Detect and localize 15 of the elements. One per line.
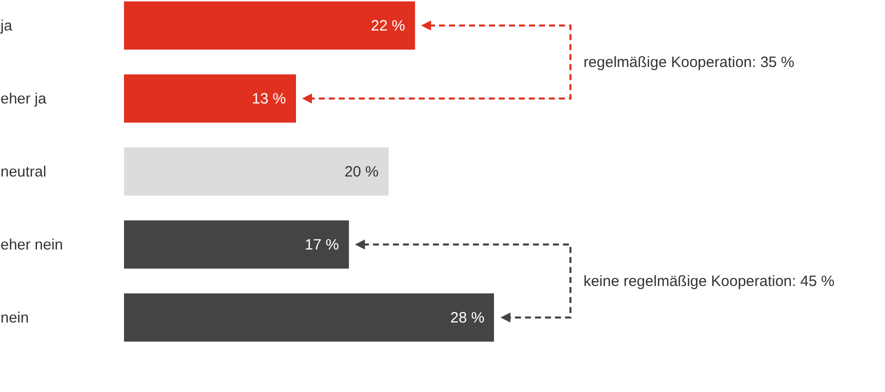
text: keine regelmäßige Kooperation: 45 % — [583, 273, 834, 290]
bar — [124, 220, 349, 269]
bar — [124, 147, 389, 196]
data-label: 13 % — [252, 90, 286, 108]
text: regelmäßige Kooperation: 35 % — [583, 54, 794, 71]
y-tick-label: nein — [0, 310, 29, 326]
y-tick-label: eher nein — [0, 236, 63, 254]
data-label: 20 % — [344, 164, 379, 180]
data-label: 28 % — [450, 310, 484, 326]
y-tick-label: eher ja — [0, 90, 47, 108]
y-tick-label: neutral — [0, 164, 46, 180]
y-tick-label: ja — [0, 18, 13, 34]
data-label: 22 % — [370, 18, 406, 34]
data-label: 17 % — [304, 236, 339, 254]
bar — [124, 74, 296, 123]
